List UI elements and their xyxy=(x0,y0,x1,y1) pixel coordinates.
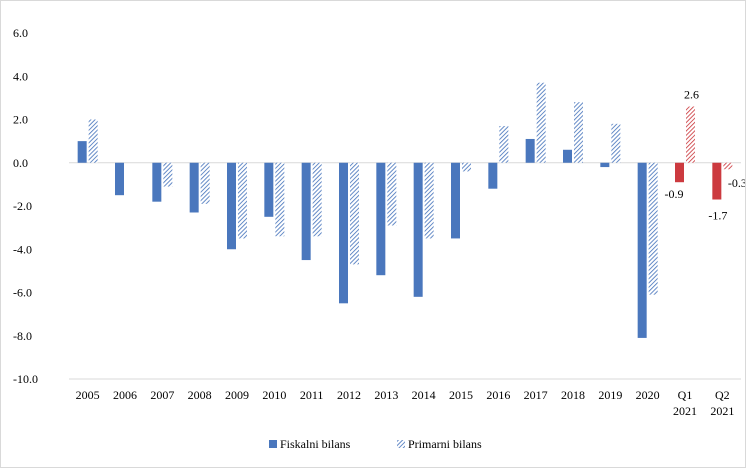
data-label: -0.9 xyxy=(665,187,684,201)
bar-primarni xyxy=(200,162,210,204)
x-axis: 2005 2006 2007 2008 2009 2010 2011 2012 2013 2014… xyxy=(69,162,741,418)
bar-primarni xyxy=(163,162,173,187)
x-tick-label: 2006 xyxy=(113,388,137,402)
x-tick-label: 2021 xyxy=(673,404,697,418)
bar-primarni xyxy=(387,162,397,226)
bar-fiskalni xyxy=(600,162,610,168)
y-tick-label: -2.0 xyxy=(13,199,32,213)
bar-fiskalni xyxy=(712,162,722,200)
y-tick-label: -6.0 xyxy=(13,286,32,300)
bar-fiskalni xyxy=(77,141,87,163)
legend: Fiskalni bilans Primarni bilans xyxy=(269,437,482,451)
bar-primarni xyxy=(574,102,583,163)
y-tick-label: 0.0 xyxy=(13,156,28,170)
data-label: -1.7 xyxy=(708,209,727,223)
bar-primarni xyxy=(686,106,695,163)
x-tick-label: 2011 xyxy=(300,388,324,402)
bar-fiskalni xyxy=(339,162,348,304)
x-tick-label: 2007 xyxy=(150,388,174,402)
x-tick-label: 2009 xyxy=(225,388,249,402)
bar-fiskalni xyxy=(525,138,535,163)
bar-fiskalni xyxy=(152,162,162,202)
bar-primarni xyxy=(499,125,509,163)
y-tick-label: 4.0 xyxy=(13,69,28,83)
y-tick-label: -10.0 xyxy=(13,372,38,386)
y-tick-label: 6.0 xyxy=(13,26,28,40)
x-tick-label: 2019 xyxy=(598,388,622,402)
bar-primarni xyxy=(648,162,658,295)
x-tick-label: 2016 xyxy=(486,388,510,402)
legend-swatch xyxy=(269,440,277,448)
legend-swatch xyxy=(397,440,405,448)
x-tick-label: 2015 xyxy=(449,388,473,402)
x-tick-label: 2021 xyxy=(710,404,734,418)
bar-primarni xyxy=(536,82,546,163)
x-tick-label: 2010 xyxy=(262,388,286,402)
bar-fiskalni xyxy=(451,162,460,239)
legend-label: Fiskalni bilans xyxy=(280,437,351,451)
bar-fiskalni xyxy=(227,162,236,250)
x-tick-label: 2013 xyxy=(374,388,398,402)
bar-fiskalni xyxy=(675,162,684,183)
x-tick-label: 2012 xyxy=(337,388,361,402)
x-tick-label: 2020 xyxy=(636,388,660,402)
bar-fiskalni xyxy=(115,162,124,196)
y-tick-label: -4.0 xyxy=(13,242,32,256)
bar-fiskalni xyxy=(301,162,311,261)
bar-fiskalni xyxy=(637,162,647,338)
bar-fiskalni xyxy=(488,162,498,189)
bar-primarni xyxy=(312,162,322,237)
x-tick-label: 2014 xyxy=(412,388,436,402)
bar-primarni xyxy=(723,162,733,170)
bar-primarni xyxy=(88,119,98,163)
x-tick-label: 2008 xyxy=(188,388,212,402)
bar-fiskalni xyxy=(563,149,572,163)
bar-primarni xyxy=(611,123,621,163)
bar-fiskalni xyxy=(376,162,386,276)
x-tick-label: Q2 xyxy=(715,388,730,402)
y-tick-label: 2.0 xyxy=(13,113,28,127)
x-tick-label: 2005 xyxy=(76,388,100,402)
y-axis: 6.0 4.0 2.0 0.0 -2.0 -4.0 -6.0 -8.0 -10.0 xyxy=(13,26,38,386)
x-tick-label: Q1 xyxy=(678,388,693,402)
bar-primarni xyxy=(424,162,434,239)
y-tick-label: -8.0 xyxy=(13,329,32,343)
bar-primarni xyxy=(238,162,247,239)
bar-fiskalni xyxy=(189,162,199,213)
data-label: -0.3 xyxy=(728,176,745,190)
x-tick-label: 2018 xyxy=(561,388,585,402)
bar-fiskalni xyxy=(413,162,423,297)
legend-label: Primarni bilans xyxy=(408,437,482,451)
bar-primarni xyxy=(275,162,285,237)
bar-primarni xyxy=(462,162,471,172)
bars xyxy=(77,82,733,338)
x-tick-label: 2017 xyxy=(524,388,548,402)
data-label: 2.6 xyxy=(684,88,699,102)
bar-fiskalni xyxy=(264,162,274,217)
data-labels: -0.9 2.6 -1.7 -0.3 xyxy=(665,88,746,223)
bar-primarni xyxy=(350,162,359,265)
